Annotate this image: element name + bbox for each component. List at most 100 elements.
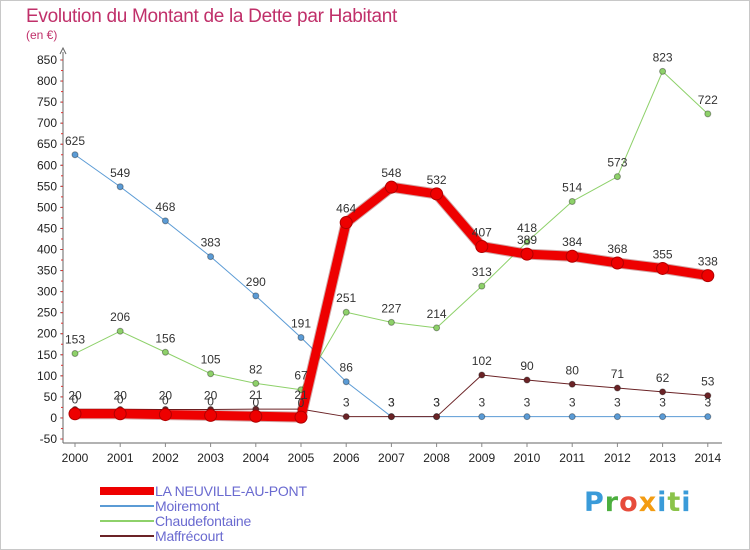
legend-item-maffrecourt: Maffrécourt xyxy=(100,528,420,544)
x-tick-label: 2007 xyxy=(378,451,405,465)
data-point xyxy=(249,409,263,423)
y-tick-label: 550 xyxy=(37,179,57,193)
data-label: 0 xyxy=(298,396,305,410)
data-point xyxy=(704,392,712,400)
data-point xyxy=(613,413,621,421)
data-label: 368 xyxy=(607,242,627,256)
x-tick-label: 2012 xyxy=(604,451,631,465)
data-label: 0 xyxy=(72,393,79,407)
x-tick-label: 2000 xyxy=(62,451,89,465)
data-label: 823 xyxy=(653,50,673,64)
legend-swatch xyxy=(100,505,154,507)
data-point xyxy=(704,413,712,421)
data-label: 3 xyxy=(704,396,711,410)
data-point xyxy=(613,384,621,392)
data-label: 3 xyxy=(659,396,666,410)
data-label: 251 xyxy=(336,291,356,305)
data-point xyxy=(656,261,670,275)
data-label: 384 xyxy=(562,235,582,249)
x-tick-label: 2013 xyxy=(649,451,676,465)
data-point xyxy=(387,413,395,421)
data-label: 573 xyxy=(607,156,627,170)
legend-swatch xyxy=(100,520,154,522)
data-point xyxy=(384,180,398,194)
data-label: 62 xyxy=(656,371,670,385)
data-point xyxy=(71,350,79,358)
data-label: 468 xyxy=(155,200,175,214)
y-tick-label: -50 xyxy=(40,432,58,446)
data-label: 290 xyxy=(246,275,266,289)
x-tick-label: 2003 xyxy=(197,451,224,465)
legend-item-la-neuville: LA NEUVILLE-AU-PONT xyxy=(100,483,420,499)
chart-subtitle: (en €) xyxy=(26,28,58,42)
data-label: 20 xyxy=(68,389,82,403)
data-point xyxy=(252,379,260,387)
x-tick-label: 2010 xyxy=(514,451,541,465)
data-label: 313 xyxy=(472,265,492,279)
data-point xyxy=(294,410,308,424)
data-label: 3 xyxy=(478,396,485,410)
legend-item-moiremont: Moiremont xyxy=(100,498,420,514)
data-point xyxy=(701,269,715,283)
data-point xyxy=(204,408,218,422)
y-tick-label: 850 xyxy=(37,53,57,67)
data-label: 3 xyxy=(569,396,576,410)
legend-label: LA NEUVILLE-AU-PONT xyxy=(155,483,307,499)
y-tick-label: 650 xyxy=(37,137,57,151)
data-label: 0 xyxy=(252,395,259,409)
data-label: 102 xyxy=(472,354,492,368)
x-tick-label: 2001 xyxy=(107,451,134,465)
y-tick-label: 600 xyxy=(37,158,57,172)
data-point xyxy=(523,376,531,384)
legend-item-chaudefontaine: Chaudefontaine xyxy=(100,513,420,529)
legend-label: Maffrécourt xyxy=(155,528,224,544)
chart-title: Evolution du Montant de la Dette par Hab… xyxy=(26,6,397,27)
data-label: 67 xyxy=(294,369,308,383)
data-point xyxy=(430,187,444,201)
data-label: 206 xyxy=(110,310,130,324)
y-tick-label: 450 xyxy=(37,221,57,235)
data-point xyxy=(568,197,576,205)
data-label: 71 xyxy=(611,367,625,381)
data-label: 21 xyxy=(294,388,308,402)
data-label: 3 xyxy=(388,396,395,410)
data-point xyxy=(478,413,486,421)
x-tick-label: 2009 xyxy=(468,451,495,465)
data-label: 156 xyxy=(155,331,175,345)
data-point xyxy=(116,327,124,335)
legend-swatch xyxy=(100,535,154,537)
data-point xyxy=(565,249,579,263)
data-label: 625 xyxy=(65,134,85,148)
data-point xyxy=(161,348,169,356)
data-point xyxy=(161,217,169,225)
data-label: 355 xyxy=(653,247,673,261)
data-label: 82 xyxy=(249,362,263,376)
data-label: 20 xyxy=(114,389,128,403)
data-label: 548 xyxy=(381,166,401,180)
y-tick-label: 500 xyxy=(37,200,57,214)
legend-label: Chaudefontaine xyxy=(155,513,252,529)
y-tick-label: 700 xyxy=(37,116,57,130)
data-label: 80 xyxy=(566,363,580,377)
proxiti-logo: Proxiti xyxy=(584,487,692,518)
data-point xyxy=(342,308,350,316)
data-label: 0 xyxy=(117,393,124,407)
y-tick-label: 200 xyxy=(37,327,57,341)
data-point xyxy=(252,292,260,300)
data-point xyxy=(339,216,353,230)
data-label: 191 xyxy=(291,317,311,331)
data-label: 3 xyxy=(343,396,350,410)
data-label: 464 xyxy=(336,202,356,216)
data-point xyxy=(158,408,172,422)
data-label: 514 xyxy=(562,180,582,194)
data-label: 153 xyxy=(65,333,85,347)
data-label: 407 xyxy=(472,226,492,240)
y-tick-label: 300 xyxy=(37,285,57,299)
x-tick-label: 2006 xyxy=(333,451,360,465)
data-label: 383 xyxy=(201,236,221,250)
data-point xyxy=(68,407,82,421)
x-tick-label: 2014 xyxy=(694,451,721,465)
data-label: 105 xyxy=(201,353,221,367)
